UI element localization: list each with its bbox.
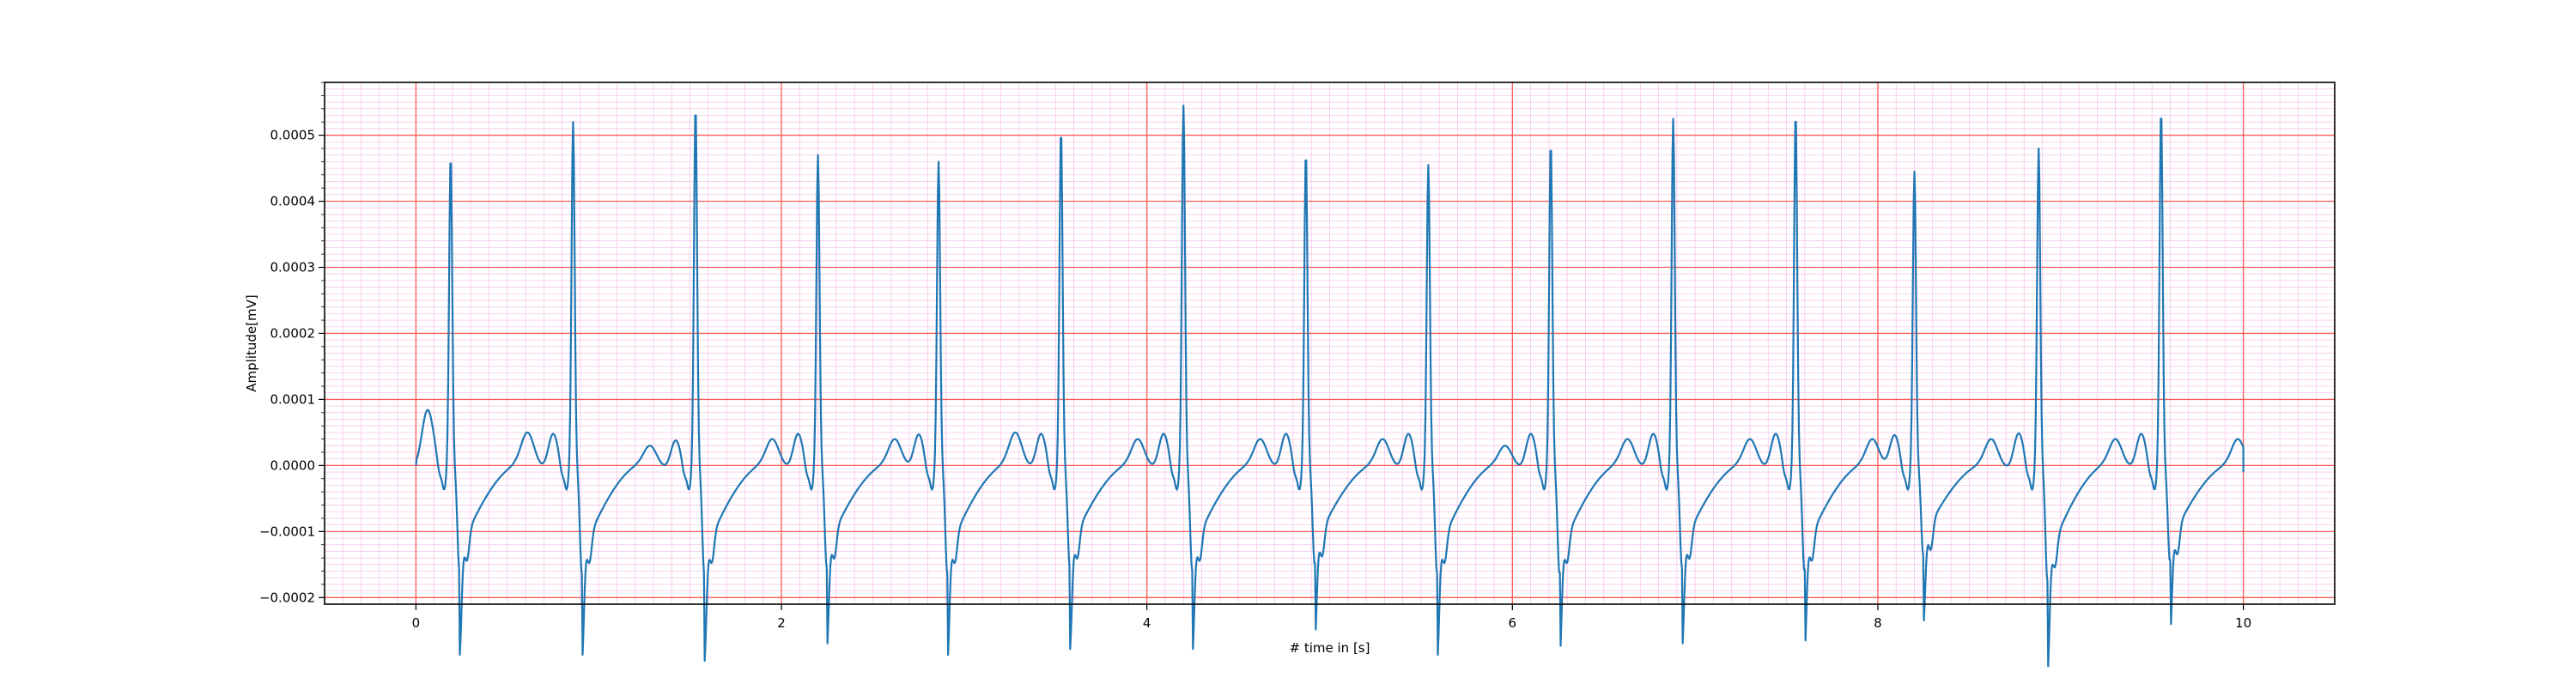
y-tick-label: 0.0005 (270, 128, 316, 143)
y-tick-label: 0.0003 (270, 259, 316, 275)
y-tick-label: 0.0004 (270, 194, 316, 209)
y-axis-ticks: −0.0002 −0.0001 0.0000 0.0001 0.0002 0.0003 0.… (259, 82, 325, 605)
y-tick-label: −0.0001 (259, 524, 315, 539)
x-tick-label: 2 (777, 615, 786, 631)
x-tick-label: 4 (1143, 615, 1151, 631)
x-tick-label: 6 (1509, 615, 1517, 631)
minor-grid (325, 82, 2335, 604)
x-axis-label: # time in [s] (1290, 640, 1370, 656)
x-tick-label: 0 (412, 615, 421, 631)
x-tick-label: 8 (1874, 615, 1882, 631)
x-tick-label: 10 (2235, 615, 2251, 631)
y-tick-label: −0.0002 (259, 590, 315, 605)
x-axis-ticks: 0 2 4 6 8 10 (412, 604, 2252, 631)
y-tick-label: 0.0000 (270, 457, 316, 473)
y-tick-label: 0.0002 (270, 325, 316, 341)
y-axis-label: Amplitude[mV] (244, 294, 259, 391)
y-tick-label: 0.0001 (270, 391, 316, 407)
